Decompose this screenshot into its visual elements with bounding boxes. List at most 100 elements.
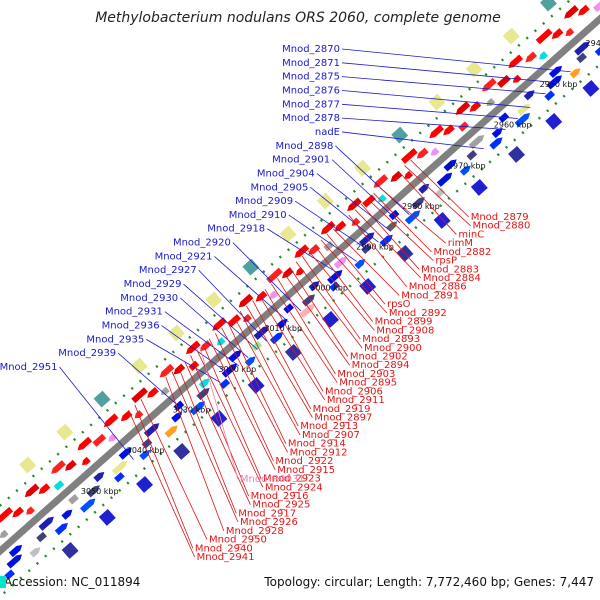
gene-leader-line [332,228,400,296]
forward-gene-block [221,363,238,378]
forward-gene-block [354,259,366,270]
reverse-gene-block [347,197,362,212]
gene-leader-line [190,355,249,497]
gene-leader-line [367,198,434,261]
gene-label: Mnod_2923 [263,474,321,485]
reverse-gene-block [77,436,93,451]
forward-gene-block [594,43,600,57]
reverse-gene-block [539,51,548,60]
gene-label: Mnod_2912 [290,447,348,458]
forward-gene-block [171,412,183,423]
gene-leader-line [214,256,289,323]
forward-gene-block [111,460,128,476]
gene-leader-line [341,103,518,119]
forward-tick-rail [0,62,600,599]
gene-leader-line [341,131,484,150]
reverse-gene-block [400,148,418,164]
gene-leader-line [202,344,262,479]
reverse-gene-block [12,506,25,518]
gene-label: Mnod_2880 [473,221,531,232]
reverse-feature-box [93,390,111,408]
gene-label: Mnod_2917 [238,508,296,519]
forward-gene-block [299,303,315,319]
forward-gene-block [308,281,320,292]
reverse-gene-block [243,313,252,323]
forward-gene-block [301,294,316,307]
forward-gene-block [228,350,242,363]
forward-gene-block [61,509,73,520]
gene-label: Mnod_2886 [409,282,467,293]
gene-label: Mnod_2929 [124,279,182,290]
forward-feature-box [545,112,563,130]
reverse-gene-block [103,413,119,427]
reverse-feature-box [540,0,557,12]
gene-label: Mnod_2941 [197,552,255,563]
gene-label: Mnod_2910 [229,210,287,221]
forward-gene-block [576,52,587,64]
forward-feature-box [247,376,265,394]
gene-leader-line [221,327,288,453]
gene-label: Mnod_2875 [282,72,340,83]
reverse-feature-box [502,27,520,45]
gene-leader-line [373,192,432,253]
reverse-gene-block [525,51,538,63]
forward-gene-block [253,325,270,341]
gene-leader-line [233,316,301,436]
forward-gene-block [189,401,206,416]
reverse-gene-block [269,290,279,299]
gene-leader-line [308,250,375,331]
reverse-gene-block [455,101,471,115]
gene-label: Mnod_2893 [362,334,420,345]
reverse-gene-block [92,433,107,447]
gene-leader-line [341,48,571,73]
gene-label: Mnod_2879 [471,212,529,223]
forward-feature-box [433,211,451,229]
reverse-gene-block [295,267,305,276]
gene-leader-line [165,377,225,531]
gene-label: Mnod_R0031 [240,474,305,485]
gene-label: minC [458,229,484,240]
gene-label: Mnod_2940 [195,543,253,554]
reverse-gene-block [404,170,414,180]
forward-feature-box [61,541,79,559]
gene-label: rimM [448,238,473,249]
gene-label: Mnod_2935 [86,334,144,345]
reverse-gene-block [64,459,77,471]
gene-label: Mnod_2909 [235,196,293,207]
forward-gene-block [86,485,100,498]
forward-gene-block [544,90,556,101]
gene-label: Mnod_2905 [250,182,308,193]
gene-label: Mnod_2877 [282,99,340,110]
reverse-gene-block [323,240,335,252]
gene-leader-line [183,283,258,350]
forward-gene-block [251,340,263,352]
gene-label: Mnod_2901 [272,155,330,166]
gene-leader-line [310,186,379,243]
gene-leader-line [161,325,230,375]
forward-gene-block [466,150,478,161]
forward-gene-block [114,472,125,483]
gene-label: Mnod_2915 [277,465,335,476]
forward-gene-block [443,159,457,172]
gene-leader-line [128,410,195,558]
reverse-feature-box [428,93,446,111]
reverse-gene-block [362,194,376,208]
reverse-gene-block [0,506,14,523]
kbp-tick-label: 3050 kbp [81,487,119,496]
gene-label: Mnod_2914 [288,439,346,450]
gene-label: Mnod_2913 [300,421,358,432]
forward-gene-block [276,318,288,329]
forward-gene-block [173,400,185,412]
gene-leader-line [348,214,408,287]
reverse-gene-block [320,220,336,235]
forward-gene-block [523,90,535,101]
gene-leader-line [179,297,249,359]
gene-leader-line [196,349,264,488]
forward-gene-block [79,498,96,513]
forward-gene-block [418,183,430,194]
kbp-tick-label: 3020 kbp [219,365,257,374]
reverse-gene-block [26,506,35,515]
forward-gene-block [283,303,295,314]
reverse-gene-block [147,387,159,398]
